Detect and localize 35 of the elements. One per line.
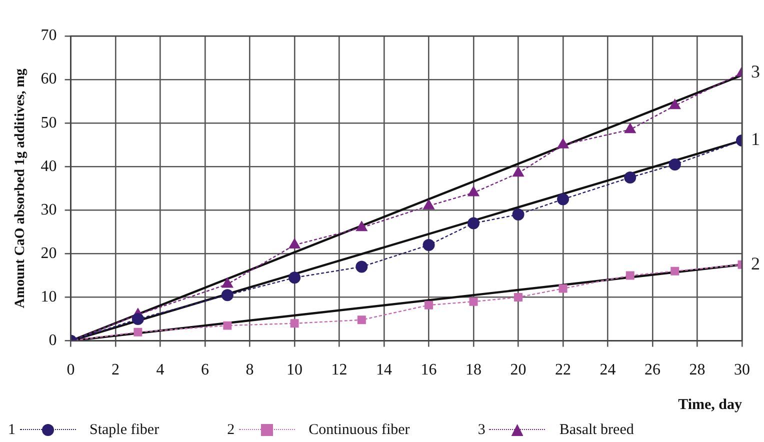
- text: 3: [478, 422, 486, 438]
- y-tick-label: 10: [40, 288, 57, 306]
- y-tick-label: 0: [48, 332, 57, 350]
- y-tick-label: 60: [40, 70, 57, 88]
- x-tick-label: 16: [420, 362, 437, 379]
- y-tick-label: 30: [40, 201, 57, 218]
- x-axis-title: Time, day: [678, 396, 742, 413]
- legend-label: Staple fiber: [90, 422, 160, 438]
- x-tick-label: 14: [376, 362, 392, 379]
- y-axis-title: Amount CaO absorbed 1g additives, mg: [13, 68, 28, 308]
- x-tick-label: 24: [600, 362, 616, 379]
- legend-label: Basalt breed: [559, 422, 634, 438]
- x-tick-label: 20: [510, 362, 526, 379]
- legend-label: Continuous fiber: [308, 422, 410, 438]
- x-tick-label: 8: [246, 362, 254, 379]
- x-tick-label: 10: [286, 362, 303, 379]
- y-tick-label: 50: [40, 114, 57, 132]
- text: 2: [751, 253, 760, 274]
- text: 3: [751, 62, 760, 82]
- text: 2: [227, 422, 235, 438]
- x-tick-label: 26: [644, 362, 661, 379]
- x-tick-label: 6: [201, 362, 210, 379]
- x-tick-label: 4: [156, 362, 164, 379]
- x-tick-label: 18: [466, 362, 482, 379]
- x-tick-label: 0: [66, 362, 75, 379]
- x-tick-label: 2: [112, 362, 120, 379]
- text: 1: [8, 422, 16, 438]
- x-tick-label: 22: [555, 362, 572, 379]
- text: 1: [751, 129, 760, 150]
- x-tick-label: 12: [331, 362, 348, 379]
- y-tick-label: 20: [40, 244, 57, 262]
- y-tick-label: 70: [40, 27, 57, 44]
- y-tick-label: 40: [40, 158, 57, 175]
- x-tick-label: 28: [689, 362, 706, 379]
- x-tick-label: 30: [734, 362, 750, 379]
